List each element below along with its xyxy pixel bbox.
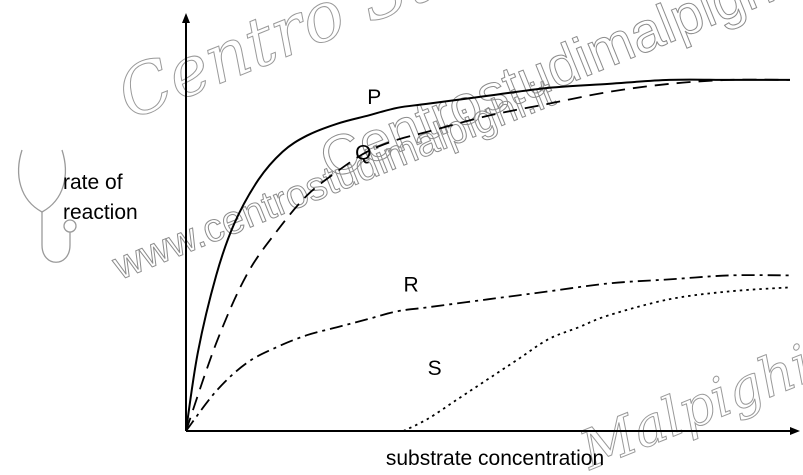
series-r-label: R xyxy=(403,273,418,296)
series-s-line xyxy=(403,286,791,432)
watermark-script-bottom: Malpighi xyxy=(570,333,803,475)
axes xyxy=(182,13,800,435)
y-axis-label-line-2: reaction xyxy=(63,201,138,224)
series-p-line xyxy=(185,78,790,432)
series-p-label: P xyxy=(367,86,381,109)
series-s-label: S xyxy=(428,357,442,380)
series-q-line xyxy=(185,78,791,432)
series-layer: P Q R S xyxy=(185,78,791,432)
x-axis-label: substrate concentration xyxy=(386,447,604,470)
watermark: Centro Studi Centrostudimalpighi www.cen… xyxy=(18,0,803,475)
y-axis-label-line-1: rate of xyxy=(63,171,123,194)
series-q-label: Q xyxy=(355,142,371,165)
stethoscope-icon xyxy=(18,149,77,263)
